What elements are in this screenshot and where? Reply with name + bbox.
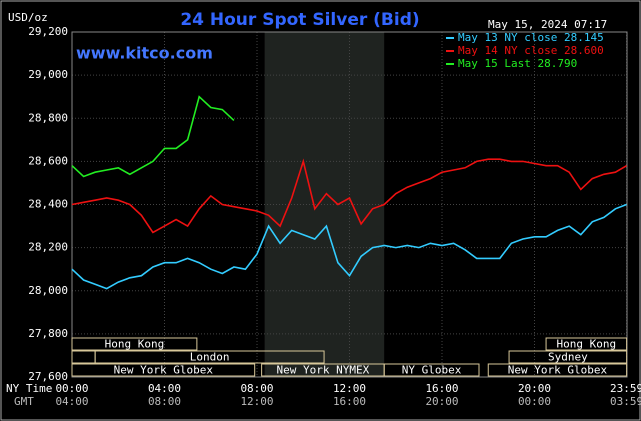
series-line <box>71 158 628 234</box>
session-box <box>508 350 628 364</box>
x-axis-label: NY Time <box>6 382 52 395</box>
gmt-tick-label: 00:00 <box>518 395 551 408</box>
gmt-tick-label: 08:00 <box>148 395 181 408</box>
series-line <box>71 95 235 178</box>
watermark: www.kitco.com <box>76 44 213 63</box>
x-tick-label: 16:00 <box>425 382 458 395</box>
gmt-tick-label: 20:00 <box>425 395 458 408</box>
session-box <box>71 363 256 377</box>
x-axis-label: GMT <box>14 395 34 408</box>
y-tick-label: 28,200 <box>28 241 68 254</box>
unit-label: USD/oz <box>8 11 48 24</box>
legend-label: May 14 NY close 28.600 <box>458 44 604 57</box>
x-tick-label: 12:00 <box>333 382 366 395</box>
y-tick-label: 27,800 <box>28 327 68 340</box>
legend-label: May 15 Last 28.790 <box>458 57 577 70</box>
y-tick-label: 28,400 <box>28 198 68 211</box>
y-tick-label: 28,800 <box>28 111 68 124</box>
session-label: Hong Kong <box>105 338 165 351</box>
gmt-tick-label: 04:00 <box>55 395 88 408</box>
y-tick-label: 29,200 <box>28 25 68 38</box>
gmt-tick-label: 16:00 <box>333 395 366 408</box>
y-tick-label: 27,600 <box>28 370 68 383</box>
session-box <box>94 350 325 364</box>
x-tick-label: 08:00 <box>240 382 273 395</box>
gmt-tick-label: 03:59 <box>610 395 641 408</box>
session-box <box>383 363 480 377</box>
x-tick-label: 04:00 <box>148 382 181 395</box>
x-tick-label: 23:59 <box>610 382 641 395</box>
chart-title: 24 Hour Spot Silver (Bid) <box>180 10 419 30</box>
session-label: Hong Kong <box>557 338 617 351</box>
gmt-tick-label: 12:00 <box>240 395 273 408</box>
session-label: New York Globex <box>508 364 608 377</box>
session-box <box>71 337 198 351</box>
session-label: Sydney <box>548 351 588 364</box>
timestamp: May 15, 2024 07:17 <box>488 18 607 31</box>
session-box <box>487 363 628 377</box>
x-tick-label: 00:00 <box>55 382 88 395</box>
session-label: New York Globex <box>114 364 214 377</box>
y-tick-label: 29,000 <box>28 68 68 81</box>
session-box <box>545 337 628 351</box>
y-tick-label: 28,600 <box>28 154 68 167</box>
session-label: London <box>190 351 230 364</box>
y-tick-label: 28,000 <box>28 284 68 297</box>
series-line <box>71 203 627 290</box>
x-tick-label: 20:00 <box>518 382 551 395</box>
legend-label: May 13 NY close 28.145 <box>458 31 604 44</box>
session-label: NY Globex <box>402 364 462 377</box>
session-label: New York NYMEX <box>277 364 370 377</box>
